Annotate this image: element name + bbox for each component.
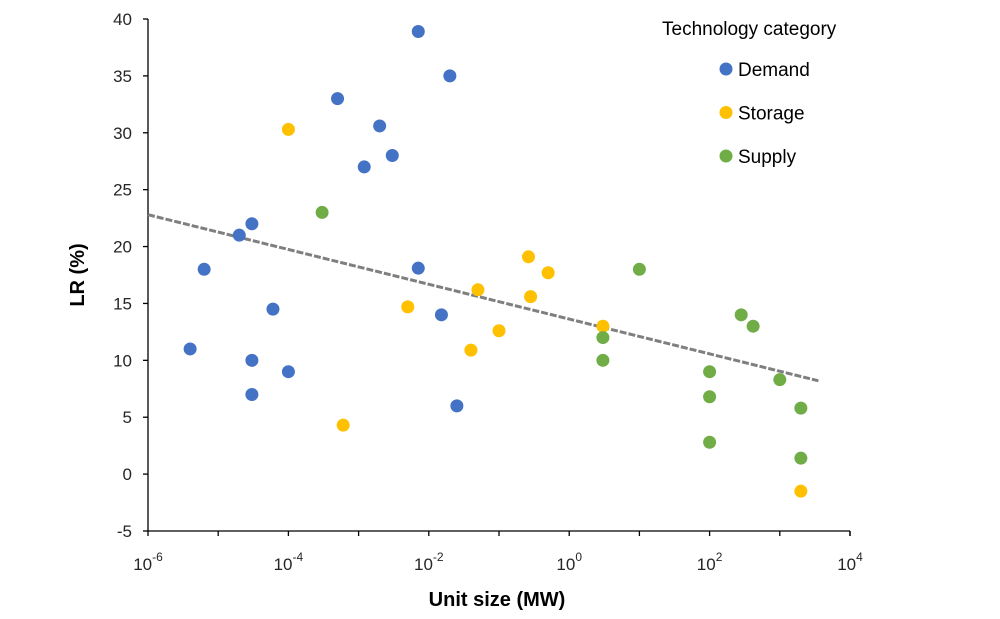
data-point-supply: [773, 373, 787, 387]
data-point-supply: [794, 401, 808, 415]
data-point-storage: [794, 484, 808, 498]
x-axis-title: Unit size (MW): [429, 589, 566, 611]
data-point-storage: [524, 290, 538, 304]
x-tick-label: 102: [697, 550, 723, 574]
x-axis-ticks: 10-6 10-4 10-2 100 102 104: [133, 531, 863, 574]
data-point-demand: [245, 387, 259, 401]
data-point-demand: [411, 261, 425, 275]
data-point-demand: [183, 342, 197, 356]
data-point-demand: [443, 69, 457, 83]
x-tick-label-exponent: 4: [856, 550, 863, 564]
x-tick-label: 10-2: [414, 550, 444, 574]
x-tick-label-exponent: 2: [716, 550, 723, 564]
y-tick-label: 5: [123, 408, 132, 427]
data-point-demand: [245, 353, 259, 367]
data-point-demand: [266, 302, 280, 316]
data-point-demand: [331, 92, 345, 106]
data-point-demand: [450, 399, 464, 413]
legend-title: Technology category: [662, 19, 837, 40]
data-point-supply: [734, 308, 748, 322]
x-tick-label-base: 10: [414, 555, 433, 574]
y-tick-label: 40: [113, 10, 132, 29]
legend-marker-supply: [719, 149, 733, 163]
x-tick-label: 104: [837, 550, 863, 574]
data-point-supply: [632, 262, 646, 276]
data-point-demand: [411, 25, 425, 39]
legend-marker-demand: [719, 62, 733, 76]
data-point-storage: [541, 266, 555, 280]
data-point-storage: [281, 122, 295, 136]
data-point-supply: [703, 365, 717, 379]
data-point-demand: [232, 228, 246, 242]
x-tick-label-base: 10: [274, 555, 293, 574]
x-tick-label-base: 10: [133, 555, 152, 574]
x-tick-label-base: 10: [556, 555, 575, 574]
data-point-supply: [315, 205, 329, 219]
data-point-demand: [197, 262, 211, 276]
data-point-demand: [385, 149, 399, 163]
data-point-storage: [464, 343, 478, 357]
data-point-demand: [245, 217, 259, 231]
x-tick-label-base: 10: [697, 555, 716, 574]
data-point-supply: [703, 435, 717, 449]
data-point-supply: [596, 353, 610, 367]
y-axis-title: LR (%): [67, 243, 89, 306]
data-point-demand: [281, 365, 295, 379]
x-tick-label: 100: [556, 550, 582, 574]
data-point-supply: [746, 319, 760, 333]
data-point-supply: [703, 390, 717, 404]
y-tick-label: -5: [117, 522, 132, 541]
data-point-demand: [373, 119, 387, 133]
data-point-storage: [492, 324, 506, 338]
y-tick-label: 25: [113, 181, 132, 200]
data-point-storage: [521, 250, 535, 264]
y-tick-label: 0: [123, 465, 132, 484]
data-point-supply: [794, 451, 808, 465]
data-point-storage: [336, 418, 350, 432]
y-tick-label: 30: [113, 124, 132, 143]
legend-label-supply: Supply: [738, 147, 797, 168]
data-point-supply: [596, 331, 610, 345]
legend-label-storage: Storage: [738, 104, 805, 125]
legend: Technology category Demand Storage Supply: [662, 19, 837, 168]
y-tick-label: 35: [113, 67, 132, 86]
data-point-storage: [596, 319, 610, 333]
x-tick-label-exponent: -4: [293, 550, 304, 564]
y-tick-label: 15: [113, 294, 132, 313]
y-tick-label: 10: [113, 351, 132, 370]
x-tick-label-exponent: 0: [575, 550, 582, 564]
legend-marker-storage: [719, 106, 733, 119]
data-point-storage: [401, 300, 415, 314]
legend-label-demand: Demand: [738, 60, 810, 81]
y-axis-ticks: -5 0 5 10 15 20 25 30 35 40: [113, 10, 148, 541]
data-points: [183, 25, 808, 498]
data-point-demand: [357, 160, 371, 174]
x-tick-label: 10-4: [274, 550, 304, 574]
axes: [147, 19, 850, 532]
data-point-storage: [471, 283, 485, 297]
x-tick-label-exponent: -6: [152, 550, 163, 564]
y-tick-label: 20: [113, 238, 132, 257]
trendline: [147, 213, 819, 383]
data-point-demand: [434, 308, 448, 322]
x-tick-label-base: 10: [837, 555, 856, 574]
x-tick-label-exponent: -2: [433, 550, 444, 564]
x-tick-label: 10-6: [133, 550, 163, 574]
